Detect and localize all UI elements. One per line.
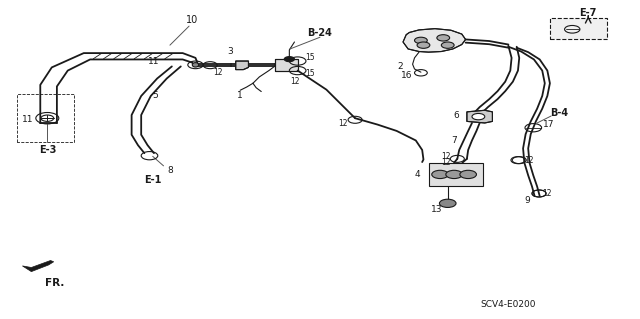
Circle shape bbox=[442, 42, 454, 48]
Text: 15: 15 bbox=[306, 53, 316, 62]
Text: 15: 15 bbox=[306, 69, 316, 78]
Text: 12: 12 bbox=[290, 77, 300, 86]
Text: 12: 12 bbox=[442, 152, 451, 161]
Text: 12: 12 bbox=[524, 156, 534, 165]
Text: 12: 12 bbox=[339, 119, 348, 129]
FancyBboxPatch shape bbox=[429, 163, 483, 187]
Polygon shape bbox=[275, 59, 298, 71]
Text: SCV4-E0200: SCV4-E0200 bbox=[481, 300, 536, 308]
Circle shape bbox=[437, 35, 450, 41]
Circle shape bbox=[472, 114, 484, 120]
Text: 16: 16 bbox=[401, 71, 412, 80]
Text: 4: 4 bbox=[414, 170, 420, 179]
Text: E-1: E-1 bbox=[144, 175, 161, 185]
Circle shape bbox=[417, 42, 430, 48]
Text: 12: 12 bbox=[442, 158, 451, 167]
Text: B-24: B-24 bbox=[308, 28, 332, 38]
Text: 1: 1 bbox=[237, 92, 243, 100]
Polygon shape bbox=[22, 261, 54, 271]
Text: 17: 17 bbox=[543, 120, 554, 129]
Polygon shape bbox=[467, 110, 492, 123]
FancyBboxPatch shape bbox=[550, 18, 607, 39]
Text: 8: 8 bbox=[167, 166, 173, 175]
Circle shape bbox=[415, 37, 428, 44]
Text: 10: 10 bbox=[186, 15, 198, 26]
Text: 12: 12 bbox=[543, 189, 552, 198]
Text: 11: 11 bbox=[148, 57, 160, 66]
Text: 9: 9 bbox=[525, 196, 531, 205]
Ellipse shape bbox=[192, 63, 198, 67]
Circle shape bbox=[460, 170, 476, 179]
Text: FR.: FR. bbox=[45, 278, 65, 288]
Text: 2: 2 bbox=[397, 62, 403, 71]
Text: 7: 7 bbox=[451, 136, 457, 145]
Polygon shape bbox=[236, 61, 248, 70]
Text: 6: 6 bbox=[453, 111, 459, 121]
Text: 5: 5 bbox=[152, 92, 158, 100]
Text: 3: 3 bbox=[228, 47, 234, 56]
Text: 13: 13 bbox=[431, 205, 443, 214]
Polygon shape bbox=[403, 29, 466, 52]
Text: E-7: E-7 bbox=[580, 8, 597, 19]
Text: B-4: B-4 bbox=[550, 108, 568, 118]
Text: 11: 11 bbox=[22, 115, 33, 124]
Text: E-3: E-3 bbox=[38, 145, 56, 155]
Circle shape bbox=[446, 170, 463, 179]
Circle shape bbox=[284, 56, 294, 62]
Circle shape bbox=[440, 199, 456, 207]
Text: 12: 12 bbox=[213, 68, 223, 77]
Circle shape bbox=[432, 170, 449, 179]
